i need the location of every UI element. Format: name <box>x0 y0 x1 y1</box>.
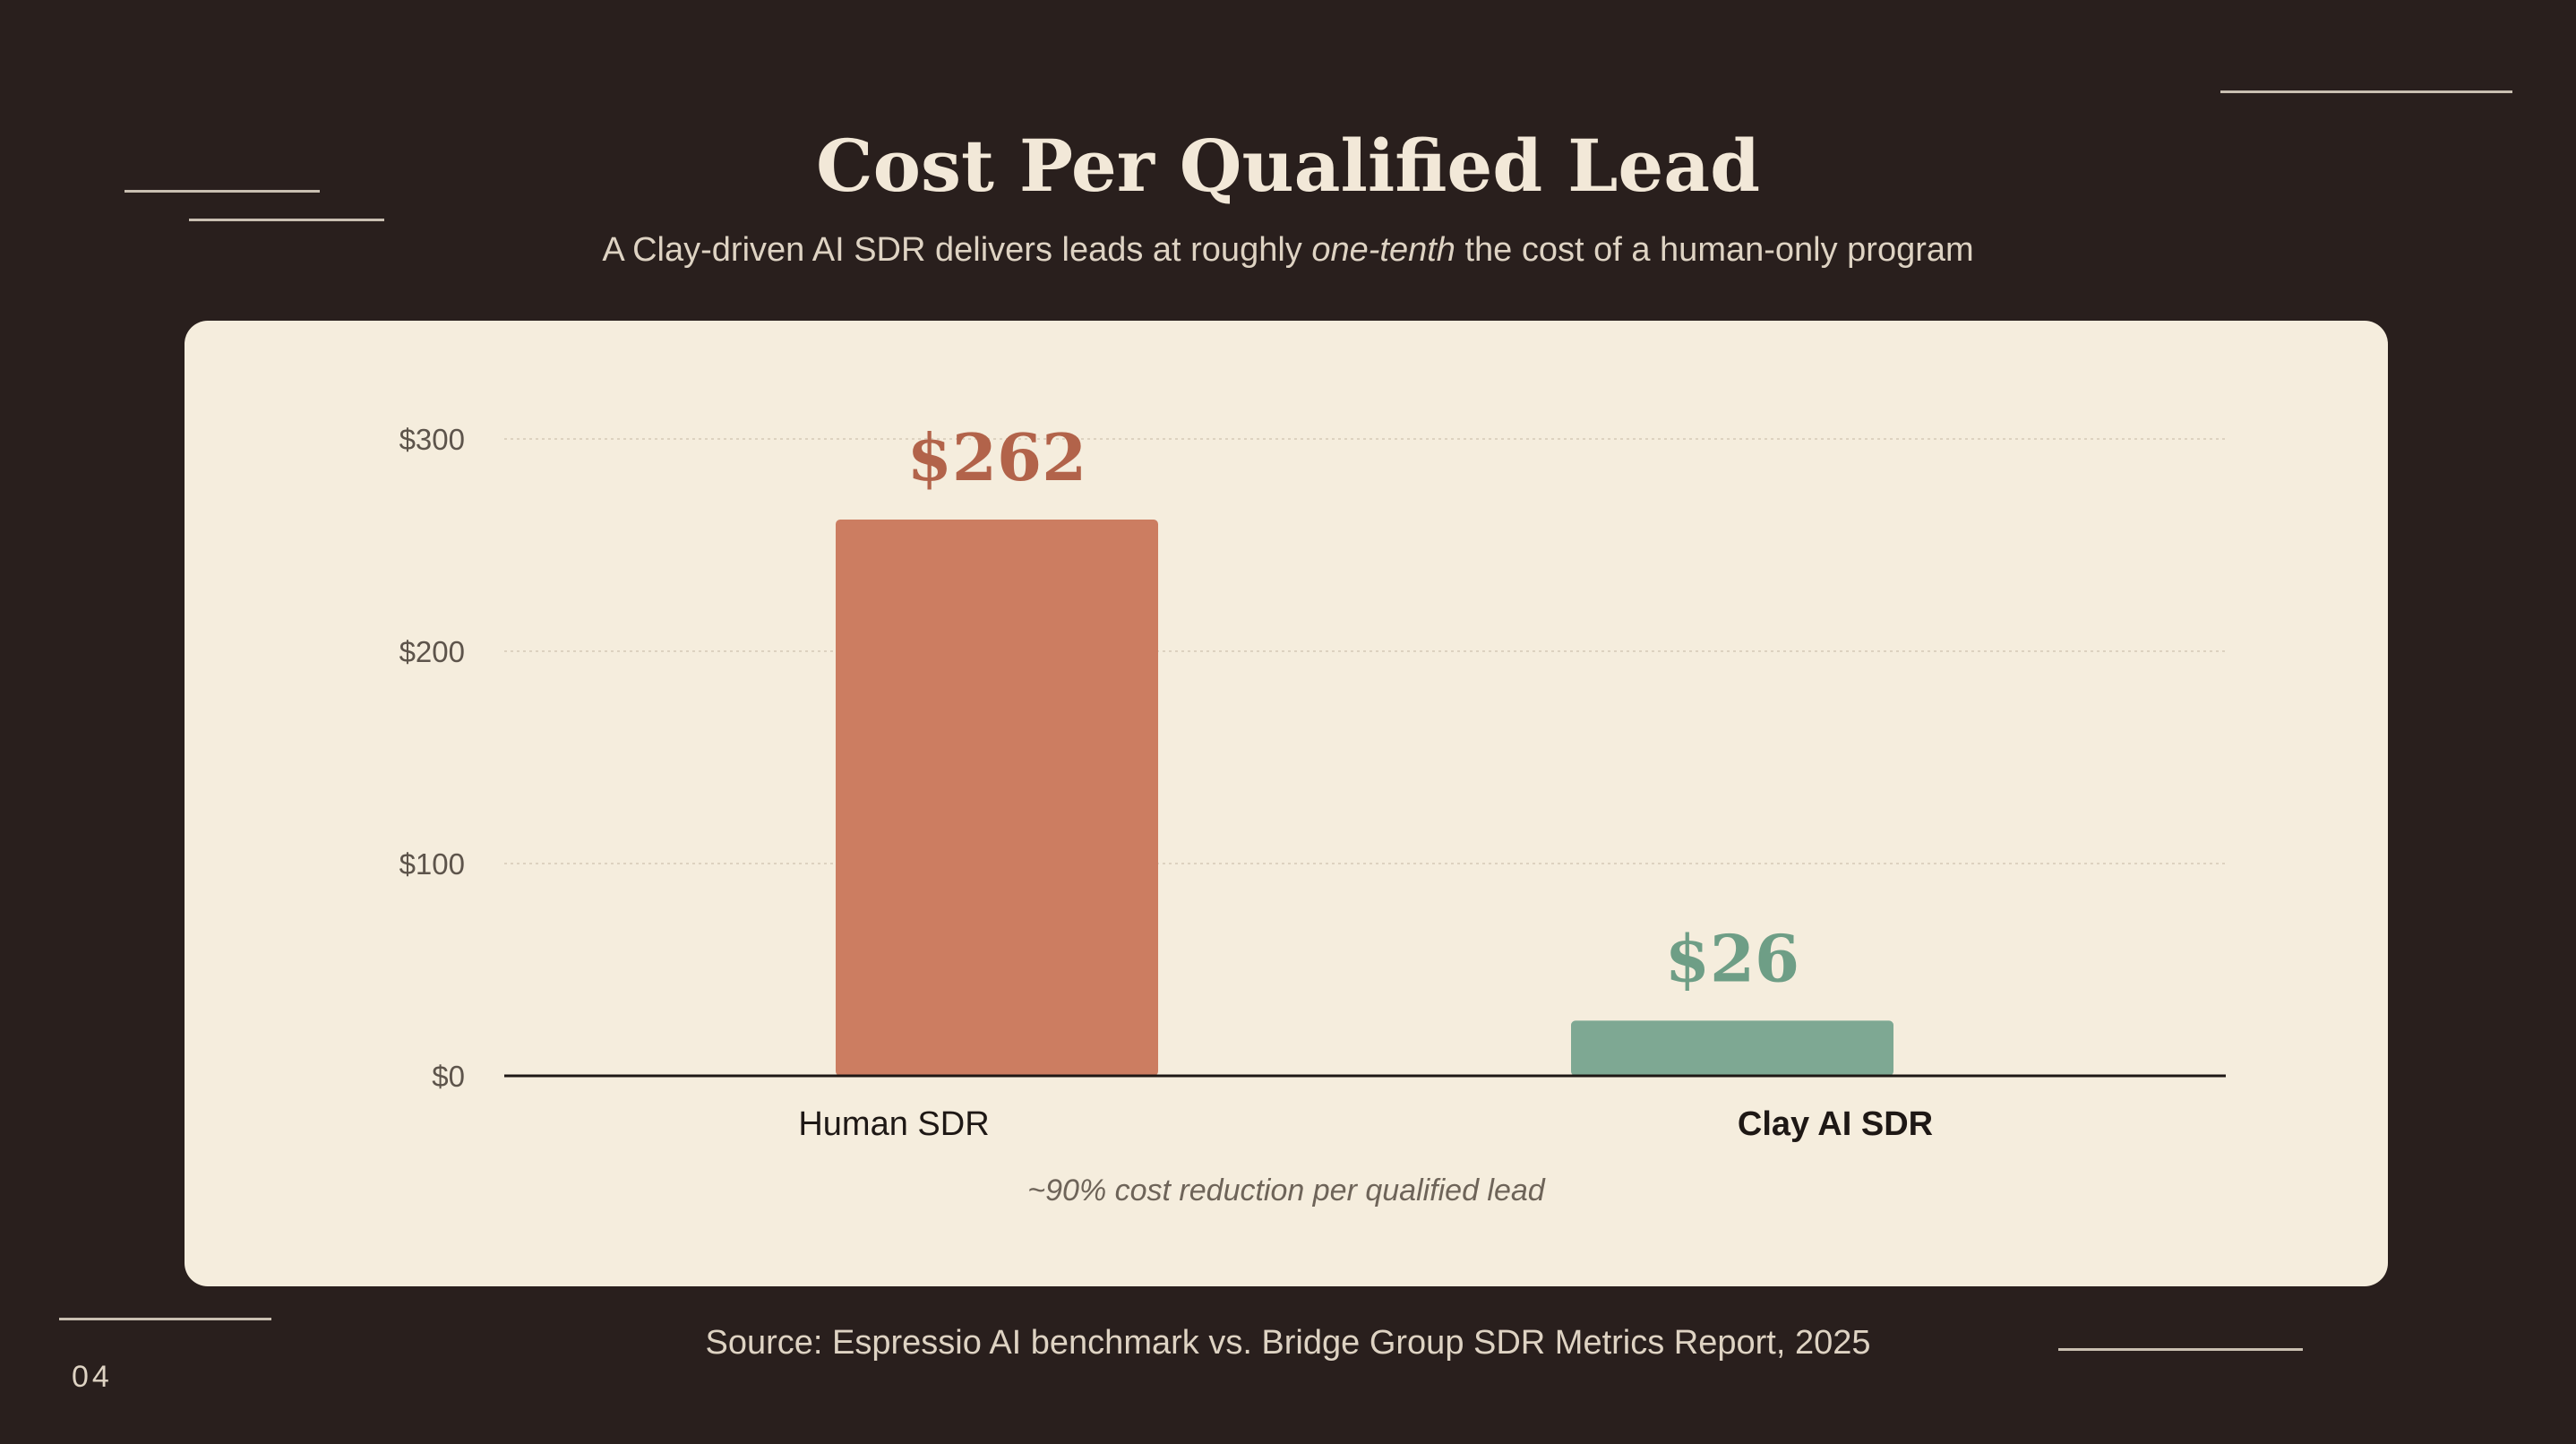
decor-line-left-upper <box>125 190 320 193</box>
x-category-label: Human SDR <box>798 1105 989 1143</box>
x-category-label: Clay AI SDR <box>1738 1105 1933 1143</box>
source-citation: Source: Espressio AI benchmark vs. Bridg… <box>705 1324 1871 1362</box>
subtitle-emphasis: one-tenth <box>1311 231 1455 269</box>
y-tick-label: $300 <box>399 423 465 456</box>
bar-chart: $0 $100 $200 $300 $262 Human SDR $26 Clay AI SD… <box>399 419 2226 1143</box>
page-number: 04 <box>72 1360 113 1394</box>
bar <box>1571 1020 1893 1076</box>
page-title: Cost Per Qualified Lead <box>815 124 1761 208</box>
y-tick-label: $100 <box>399 847 465 881</box>
subtitle-text-before: A Clay-driven AI SDR delivers leads at r… <box>602 231 1312 269</box>
decor-line-bottom-left <box>59 1318 271 1320</box>
bar-value-label: $26 <box>1665 920 1799 996</box>
chart-card: $0 $100 $200 $300 $262 Human SDR $26 Clay AI SD… <box>185 321 2388 1286</box>
decor-line-top-right <box>2220 90 2512 93</box>
bar <box>836 520 1158 1076</box>
y-tick-label: $0 <box>432 1060 465 1093</box>
subtitle-text-after: the cost of a human-only program <box>1455 231 1974 269</box>
decor-line-left-lower <box>189 219 384 221</box>
page-subtitle: A Clay-driven AI SDR delivers leads at r… <box>0 231 2576 270</box>
decor-line-bottom-right <box>2058 1348 2303 1351</box>
bar-value-label: $262 <box>907 419 1086 495</box>
y-tick-label: $200 <box>399 635 465 668</box>
chart-annotation: ~90% cost reduction per qualified lead <box>1027 1173 1545 1208</box>
